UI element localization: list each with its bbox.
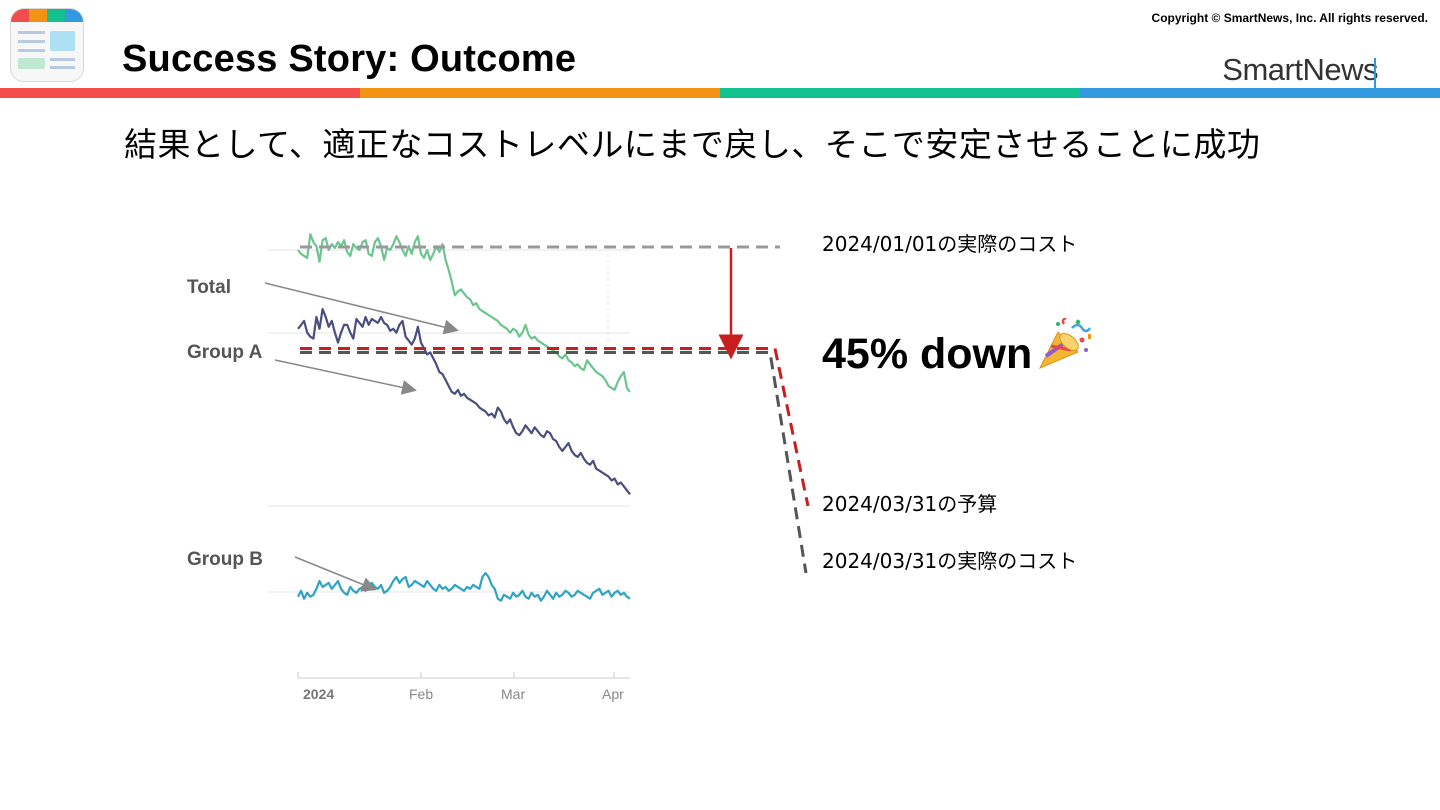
x-tick-label-mar: Mar <box>501 686 526 702</box>
logo-box-blue <box>50 31 75 51</box>
color-bar-red <box>0 88 360 98</box>
total-pointer-arrow <box>264 282 459 335</box>
series-line-group-b <box>297 571 631 602</box>
x-tick-label-feb: Feb <box>409 686 434 702</box>
logo-line <box>18 40 45 43</box>
x-tick-label-2024: 2024 <box>303 686 335 702</box>
series-line-group-a <box>297 308 631 495</box>
group-a-pointer-arrow <box>274 359 417 395</box>
logo-stripe-blue <box>65 9 83 22</box>
series-label-group-b: Group B <box>187 549 263 570</box>
copyright-notice: Copyright © SmartNews, Inc. All rights r… <box>1151 11 1428 25</box>
series-line-total <box>297 233 631 393</box>
start-cost-label: 2024/01/01の実際のコスト <box>822 232 1078 256</box>
logo-line <box>18 31 45 34</box>
x-tick-label-apr: Apr <box>602 686 624 702</box>
slide-subtitle: 結果として、適正なコストレベルにまで戻し、そこで安定させることに成功 <box>124 125 1261 164</box>
logo-line <box>50 58 75 61</box>
app-logo <box>10 8 84 82</box>
logo-line <box>50 66 75 69</box>
series-label-total: Total <box>187 277 231 298</box>
color-bar-green <box>720 88 1080 98</box>
series-label-group-a: Group A <box>187 342 263 363</box>
logo-box-green <box>18 58 45 69</box>
end-cost-label: 2024/03/31の実際のコスト <box>822 549 1078 573</box>
brand-wordmark: SmartNews <box>1222 52 1378 87</box>
logo-stripe-orange <box>29 9 47 22</box>
brand-color-bar <box>0 88 1440 98</box>
logo-line <box>18 49 45 52</box>
brand-cursor-mark <box>1374 58 1376 88</box>
party-popper-icon <box>1038 318 1092 369</box>
smartnews-app-icon <box>11 9 83 69</box>
end-cost-dashed-line <box>300 350 808 574</box>
budget-label: 2024/03/31の予算 <box>822 492 998 516</box>
page-title: Success Story: Outcome <box>122 38 577 80</box>
logo-stripe-green <box>47 9 65 22</box>
color-bar-orange <box>360 88 720 98</box>
reduction-headline: 45% down <box>822 330 1033 378</box>
group-b-pointer-arrow <box>294 556 377 592</box>
color-bar-blue <box>1080 88 1440 98</box>
logo-stripe-red <box>11 9 29 22</box>
budget-dashed-line <box>300 347 810 507</box>
